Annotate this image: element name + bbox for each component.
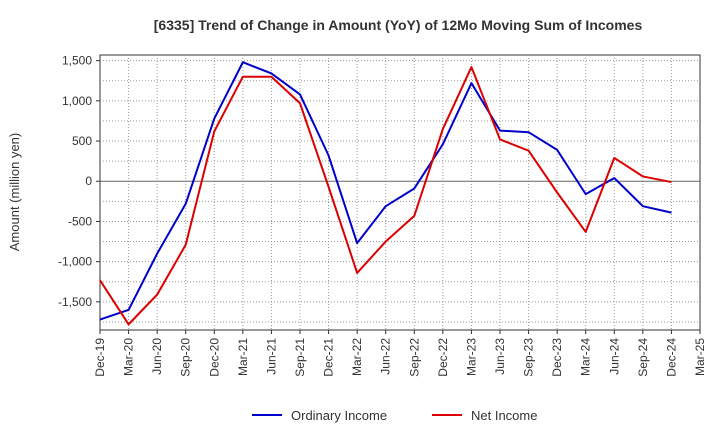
x-tick-label: Sep-21 <box>293 338 307 377</box>
series-ordinary-income <box>99 61 672 321</box>
x-tick-label: Sep-20 <box>179 338 193 377</box>
y-tick-label: -1,000 <box>58 255 92 269</box>
x-axis-ticks: Dec-19 Mar-20 Jun-20 Sep-20 Dec-20 Mar-21 Jun-… <box>93 330 707 377</box>
x-tick-label: Jun-24 <box>607 338 621 375</box>
x-tick-label: Jun-20 <box>150 338 164 375</box>
y-tick-label: 1,000 <box>62 94 92 108</box>
x-tick-label: Dec-20 <box>207 338 221 377</box>
x-tick-label: Dec-21 <box>322 338 336 377</box>
x-tick-label: Sep-22 <box>407 338 421 377</box>
x-tick-label: Mar-24 <box>579 338 593 376</box>
grid <box>100 55 700 330</box>
x-tick-label: Mar-23 <box>464 338 478 376</box>
y-tick-label: -500 <box>68 214 92 228</box>
x-tick-label: Dec-24 <box>664 338 678 377</box>
series-net-income <box>99 66 672 326</box>
series-layer <box>99 61 672 326</box>
chart-title: [6335] Trend of Change in Amount (YoY) o… <box>154 17 643 33</box>
y-tick-label: -1,500 <box>58 295 92 309</box>
y-tick-label: 0 <box>85 174 92 188</box>
x-tick-label: Jun-21 <box>264 338 278 375</box>
x-tick-label: Mar-21 <box>236 338 250 376</box>
legend-label: Net Income <box>471 408 537 423</box>
x-tick-label: Sep-23 <box>522 338 536 377</box>
x-tick-label: Dec-22 <box>436 338 450 377</box>
x-tick-label: Mar-20 <box>122 338 136 376</box>
y-tick-label: 500 <box>72 134 92 148</box>
x-tick-label: Mar-22 <box>350 338 364 376</box>
x-tick-label: Jun-23 <box>493 338 507 375</box>
x-tick-label: Sep-24 <box>636 338 650 377</box>
x-tick-label: Dec-19 <box>93 338 107 377</box>
legend: Ordinary Income Net Income <box>252 408 537 423</box>
x-tick-label: Jun-22 <box>379 338 393 375</box>
y-axis-ticks: 1,500 1,000 500 0 -500 -1,000 -1,500 <box>58 54 100 309</box>
y-axis-label: Amount (million yen) <box>7 133 22 252</box>
x-tick-label: Dec-23 <box>550 338 564 377</box>
legend-label: Ordinary Income <box>291 408 387 423</box>
x-tick-label: Mar-25 <box>693 338 707 376</box>
y-tick-label: 1,500 <box>62 54 92 68</box>
